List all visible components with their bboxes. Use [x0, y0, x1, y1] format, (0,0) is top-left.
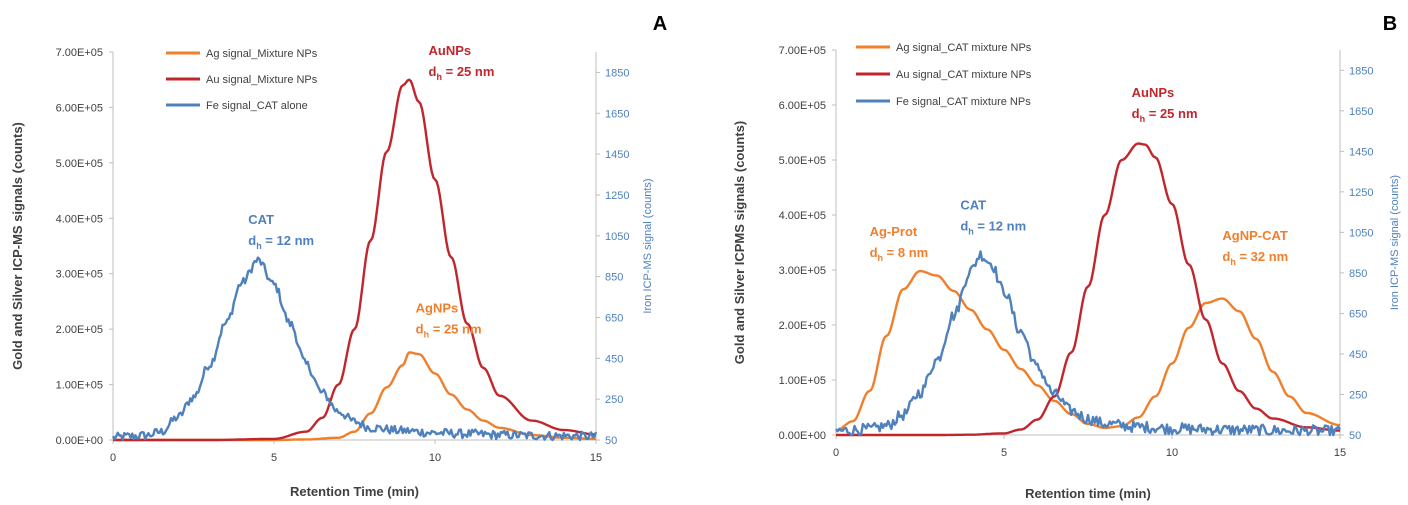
y2-tick-label: 1650	[1349, 106, 1373, 118]
y-tick-label: 5.00E+05	[56, 158, 103, 170]
y2-tick-label: 1450	[605, 149, 629, 161]
series-line-au	[836, 142, 1340, 437]
annotation-title: Ag-Prot	[870, 224, 918, 239]
legend-label: Fe signal_CAT alone	[206, 100, 308, 112]
chart-panel-B: 0.00E+00 1.00E+05 2.00E+05 3.00E+05 4.00E+05…	[732, 13, 1401, 501]
x-tick-label: 5	[271, 452, 277, 464]
y-tick-label: 7.00E+05	[779, 45, 826, 57]
y2-tick-label: 1650	[605, 108, 629, 120]
y2-tick-label: 250	[1349, 389, 1367, 401]
y-tick-label: 0.00E+00	[56, 435, 103, 447]
panel-letter: B	[1383, 13, 1397, 35]
x-tick-label: 10	[429, 452, 441, 464]
legend-label: Ag signal_Mixture NPs	[206, 48, 318, 60]
y2-tick-label: 650	[605, 312, 623, 324]
x-axis-label: Retention Time (min)	[290, 484, 419, 499]
y2-tick-label: 250	[605, 394, 623, 406]
y2-tick-label: 1450	[1349, 146, 1373, 158]
panel-letter: A	[653, 13, 667, 35]
y-tick-label: 7.00E+05	[56, 47, 103, 59]
y2-tick-label: 450	[605, 353, 623, 365]
annotation-title: AuNPs	[429, 43, 472, 58]
legend-label: Au signal_Mixture NPs	[206, 74, 318, 86]
x-tick-label: 5	[1001, 447, 1007, 459]
annotation-size: dh = 25 nm	[416, 322, 482, 340]
y2-tick-label: 50	[605, 435, 617, 447]
y2-tick-label: 450	[1349, 349, 1367, 361]
y-tick-label: 5.00E+05	[779, 155, 826, 167]
y2-tick-label: 1050	[1349, 227, 1373, 239]
y2-tick-label: 1050	[605, 231, 629, 243]
x-tick-label: 0	[110, 452, 116, 464]
legend-label: Fe signal_CAT mixture NPs	[896, 96, 1031, 108]
x-axis-label: Retention time (min)	[1025, 486, 1151, 501]
y2-tick-label: 1250	[605, 190, 629, 202]
y-tick-label: 0.00E+00	[779, 430, 826, 442]
y-tick-label: 6.00E+05	[56, 102, 103, 114]
y-tick-label: 1.00E+05	[56, 380, 103, 392]
annotation-title: AuNPs	[1132, 85, 1175, 100]
y-axis-label: Gold and Silver ICPMS signals (counts)	[732, 121, 747, 364]
y2-tick-label: 1850	[1349, 65, 1373, 77]
chart-panel-A: 0.00E+00 1.00E+05 2.00E+05 3.00E+05 4.00E+05…	[10, 13, 667, 499]
y-axis-label: Gold and Silver ICP-MS signals (counts)	[10, 122, 25, 370]
y2-tick-label: 50	[1349, 430, 1361, 442]
x-tick-label: 0	[833, 447, 839, 459]
y2-tick-label: 850	[605, 272, 623, 284]
legend-label: Au signal_CAT mixture NPs	[896, 69, 1032, 81]
series-line-ag	[113, 351, 596, 442]
y2-tick-label: 850	[1349, 268, 1367, 280]
y-tick-label: 3.00E+05	[779, 265, 826, 277]
annotation-size: dh = 25 nm	[429, 64, 495, 82]
y2-axis-label: Iron ICP-MS signal (counts)	[1389, 175, 1401, 310]
annotation-size: dh = 25 nm	[1132, 106, 1198, 124]
series-line-fe	[111, 256, 598, 442]
y-tick-label: 1.00E+05	[779, 375, 826, 387]
annotation-title: CAT	[248, 212, 274, 227]
y-tick-label: 4.00E+05	[56, 213, 103, 225]
annotation-title: AgNPs	[416, 301, 459, 316]
x-tick-label: 15	[590, 452, 602, 464]
y2-tick-label: 1850	[605, 67, 629, 79]
series-line-ag	[835, 269, 1341, 432]
y-tick-label: 6.00E+05	[779, 100, 826, 112]
annotation-size: dh = 12 nm	[960, 219, 1026, 237]
y2-tick-label: 650	[1349, 308, 1367, 320]
y-tick-label: 4.00E+05	[779, 210, 826, 222]
annotation-size: dh = 12 nm	[248, 233, 314, 251]
series-line-fe	[835, 250, 1342, 437]
annotation-size: dh = 32 nm	[1222, 249, 1288, 267]
x-tick-label: 15	[1334, 447, 1346, 459]
series-line-au	[113, 78, 597, 442]
y-tick-label: 3.00E+05	[56, 269, 103, 281]
y2-tick-label: 1250	[1349, 187, 1373, 199]
y2-axis-label: Iron ICP-MS signal (counts)	[642, 178, 654, 313]
annotation-title: CAT	[960, 198, 986, 213]
annotation-title: AgNP-CAT	[1222, 228, 1288, 243]
y-tick-label: 2.00E+05	[56, 324, 103, 336]
legend-label: Ag signal_CAT mixture NPs	[896, 42, 1032, 54]
annotation-size: dh = 8 nm	[870, 245, 929, 263]
y-tick-label: 2.00E+05	[779, 320, 826, 332]
x-tick-label: 10	[1166, 447, 1178, 459]
